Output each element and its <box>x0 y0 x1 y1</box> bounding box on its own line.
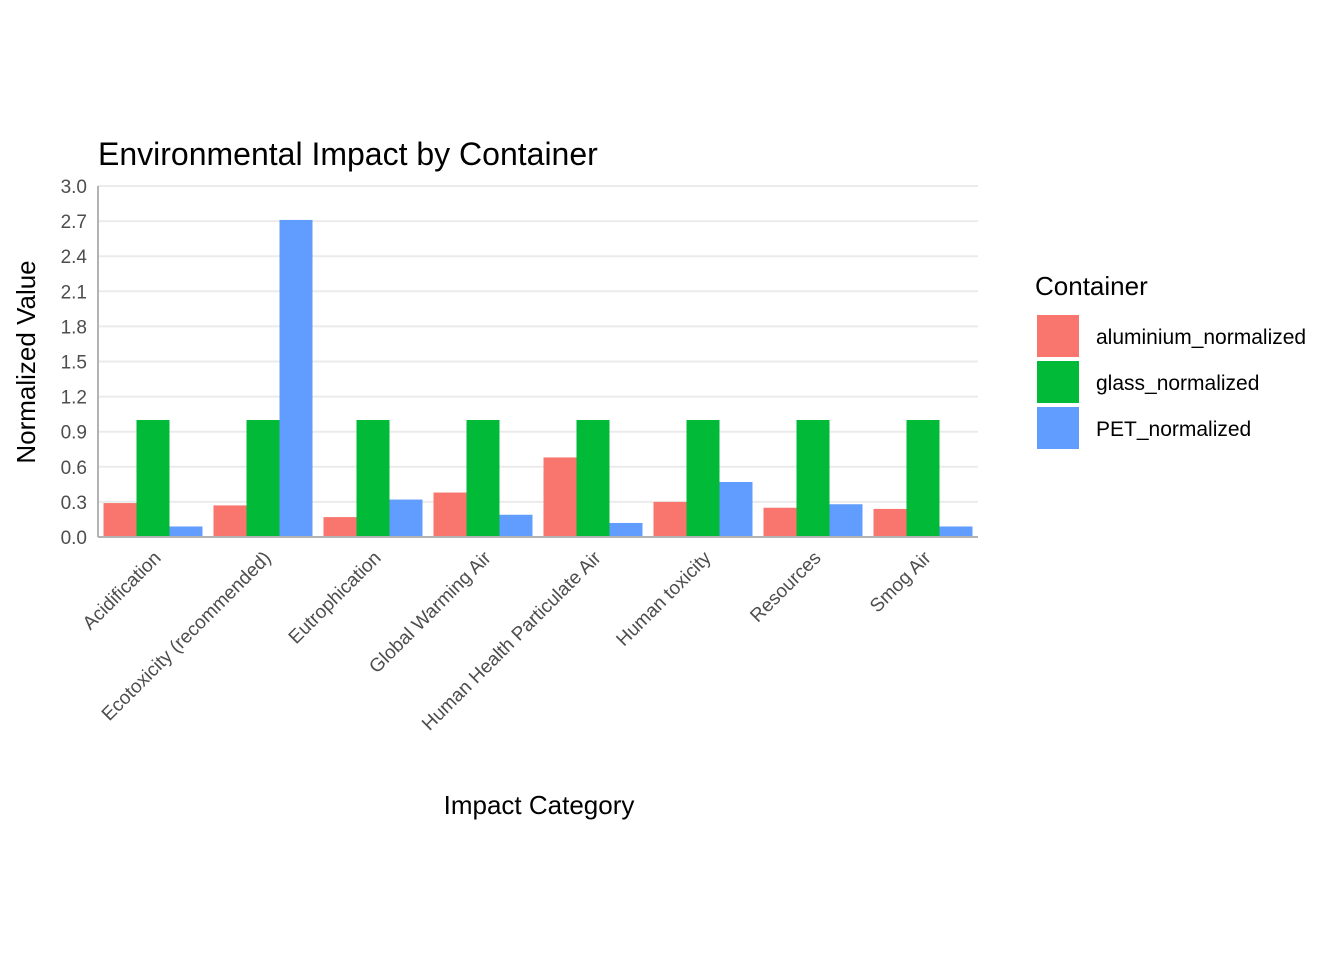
legend-label-glass_normalized: glass_normalized <box>1096 372 1259 395</box>
bar-glass_normalized-7 <box>906 420 940 537</box>
legend-swatch-glass_normalized <box>1037 361 1079 403</box>
y-tick-label: 2.7 <box>61 212 87 233</box>
bar-glass_normalized-4 <box>576 420 610 537</box>
bar-glass_normalized-3 <box>466 420 500 537</box>
bar-PET_normalized-7 <box>939 526 973 537</box>
bar-PET_normalized-6 <box>829 504 863 537</box>
legend-swatch-PET_normalized <box>1037 407 1079 449</box>
y-tick-label: 0.6 <box>61 458 87 479</box>
chart-title: Environmental Impact by Container <box>98 136 598 172</box>
bar-aluminium_normalized-3 <box>433 492 467 537</box>
bar-glass_normalized-5 <box>686 420 720 537</box>
bar-glass_normalized-6 <box>796 420 830 537</box>
y-tick-label: 2.4 <box>61 247 88 268</box>
x-tick-label: Eutrophication <box>285 548 386 649</box>
y-tick-label: 0.3 <box>61 493 87 514</box>
legend-title: Container <box>1035 271 1148 301</box>
y-tick-labels: 0.0 0.3 0.6 0.9 1.2 1.5 1.8 2.1 2.4 2.7 3.0 <box>61 177 88 549</box>
y-tick-label: 1.2 <box>61 388 87 409</box>
y-tick-label: 0.0 <box>61 528 87 549</box>
x-tick-label: Smog Air <box>866 547 936 617</box>
x-axis-title: Impact Category <box>444 790 635 820</box>
y-tick-label: 1.8 <box>61 317 87 338</box>
bar-aluminium_normalized-0 <box>103 503 137 537</box>
bar-PET_normalized-0 <box>169 526 203 537</box>
bar-glass_normalized-0 <box>136 420 170 537</box>
y-tick-label: 1.5 <box>61 353 87 374</box>
y-tick-label: 2.1 <box>61 282 87 303</box>
bar-aluminium_normalized-7 <box>873 508 907 537</box>
legend-label-aluminium_normalized: aluminium_normalized <box>1096 326 1306 349</box>
x-tick-label: Human Health Particulate Air <box>418 547 606 735</box>
x-tick-label: Acidification <box>79 548 166 635</box>
axes <box>97 186 978 538</box>
grid-lines <box>98 185 978 538</box>
bar-aluminium_normalized-1 <box>213 505 247 537</box>
y-tick-label: 3.0 <box>61 177 87 198</box>
bar-PET_normalized-2 <box>389 499 423 537</box>
x-tick-label: Resources <box>746 548 825 627</box>
x-tick-label: Global Warming Air <box>365 547 496 678</box>
bars <box>103 219 973 537</box>
bar-aluminium_normalized-5 <box>653 501 687 537</box>
bar-PET_normalized-1 <box>279 219 313 537</box>
bar-PET_normalized-3 <box>499 514 533 537</box>
x-tick-label: Human toxicity <box>613 547 716 650</box>
y-axis-title: Normalized Value <box>11 260 41 463</box>
bar-PET_normalized-5 <box>719 482 753 537</box>
legend-swatch-aluminium_normalized <box>1037 315 1079 357</box>
bar-aluminium_normalized-6 <box>763 507 797 537</box>
bar-glass_normalized-2 <box>356 420 390 537</box>
bar-PET_normalized-4 <box>609 522 643 537</box>
bar-aluminium_normalized-4 <box>543 457 577 537</box>
legend-label-PET_normalized: PET_normalized <box>1096 418 1251 441</box>
bar-glass_normalized-1 <box>246 420 280 537</box>
legend: Container aluminium_normalized glass_norm… <box>1035 271 1306 449</box>
y-tick-label: 0.9 <box>61 423 87 444</box>
bar-aluminium_normalized-2 <box>323 517 357 537</box>
